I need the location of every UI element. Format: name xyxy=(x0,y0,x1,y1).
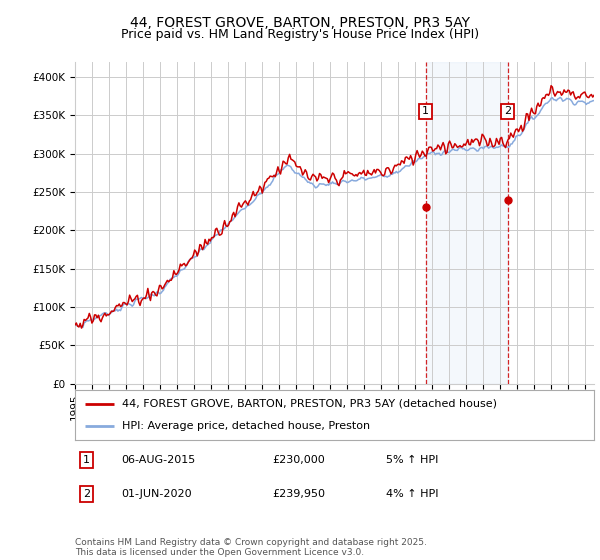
Text: 2: 2 xyxy=(83,489,90,499)
Text: £230,000: £230,000 xyxy=(272,455,325,465)
Text: 1: 1 xyxy=(83,455,90,465)
Text: £239,950: £239,950 xyxy=(272,489,325,499)
Text: 2: 2 xyxy=(504,106,511,116)
Text: 06-AUG-2015: 06-AUG-2015 xyxy=(122,455,196,465)
Text: 01-JUN-2020: 01-JUN-2020 xyxy=(122,489,193,499)
Text: 5% ↑ HPI: 5% ↑ HPI xyxy=(386,455,439,465)
Text: 1: 1 xyxy=(422,106,429,116)
Text: HPI: Average price, detached house, Preston: HPI: Average price, detached house, Pres… xyxy=(122,421,370,431)
Text: Price paid vs. HM Land Registry's House Price Index (HPI): Price paid vs. HM Land Registry's House … xyxy=(121,28,479,41)
Text: Contains HM Land Registry data © Crown copyright and database right 2025.
This d: Contains HM Land Registry data © Crown c… xyxy=(75,538,427,557)
Bar xyxy=(425,62,508,384)
Text: 44, FOREST GROVE, BARTON, PRESTON, PR3 5AY (detached house): 44, FOREST GROVE, BARTON, PRESTON, PR3 5… xyxy=(122,399,497,409)
Text: 4% ↑ HPI: 4% ↑ HPI xyxy=(386,489,439,499)
Text: 44, FOREST GROVE, BARTON, PRESTON, PR3 5AY: 44, FOREST GROVE, BARTON, PRESTON, PR3 5… xyxy=(130,16,470,30)
